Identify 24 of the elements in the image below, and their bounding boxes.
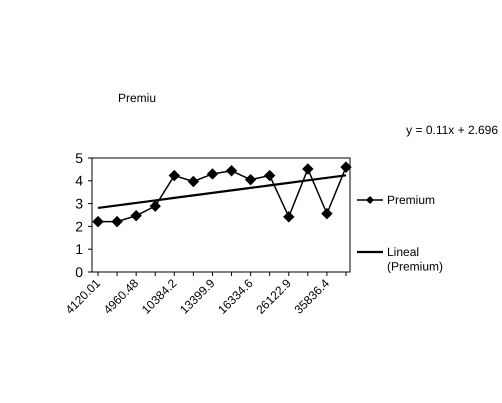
point	[206, 168, 218, 180]
point	[302, 163, 314, 174]
point	[226, 165, 238, 176]
y-tick-label: 5	[75, 150, 84, 166]
y-tick-label: 4	[75, 172, 84, 189]
chart-title: Premiu	[118, 91, 156, 105]
y-tick-label: 0	[75, 264, 84, 280]
point	[340, 162, 352, 173]
legend-label: Premium	[387, 193, 436, 208]
point	[283, 211, 294, 222]
y-tick-label: 2	[75, 218, 84, 234]
point	[150, 200, 161, 212]
legend-label: Lineal (Premium)	[387, 245, 443, 274]
text: y = 0.11x + 2.696	[406, 123, 498, 137]
point	[168, 170, 180, 182]
point	[188, 176, 199, 187]
point	[92, 216, 104, 228]
point	[264, 170, 276, 182]
point	[245, 174, 256, 186]
point	[130, 210, 142, 222]
point	[112, 216, 123, 228]
y-tick-label: 3	[75, 196, 84, 212]
y-tick-label: 1	[75, 241, 84, 258]
point	[321, 208, 332, 220]
